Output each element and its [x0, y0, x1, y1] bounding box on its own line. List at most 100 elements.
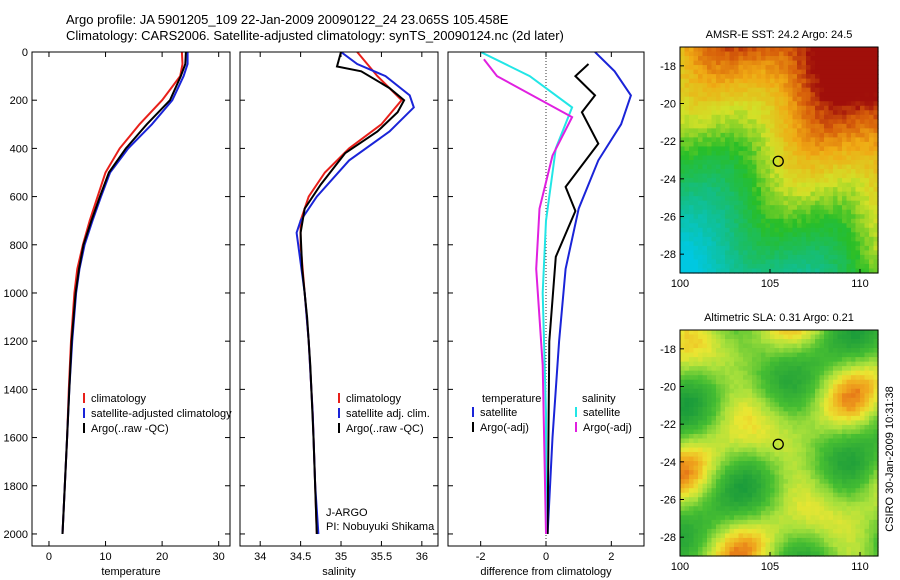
sla-map-cell: [680, 447, 686, 453]
sla-map-cell: [788, 533, 794, 539]
sst-map-cell: [689, 47, 695, 53]
sla-map-cell: [770, 470, 776, 476]
sst-map-cell: [855, 227, 861, 233]
sla-map-cell: [779, 357, 785, 363]
sst-map-cell: [828, 164, 834, 170]
sst-map-cell: [720, 141, 726, 148]
sla-map-cell: [842, 384, 848, 390]
sla-map-cell: [752, 461, 758, 467]
sst-map-cell: [770, 178, 776, 184]
sla-map-cell: [756, 542, 762, 548]
sla-map-cell: [770, 497, 776, 503]
sst-map-cell: [770, 241, 776, 247]
sla-map-cell: [869, 443, 875, 449]
sst-map-cell: [851, 155, 857, 161]
sla-map-cell: [801, 352, 807, 358]
sla-map-cell: [720, 492, 726, 498]
sst-map-cell: [855, 114, 861, 120]
sla-map-cell: [860, 352, 866, 358]
sla-map-cell: [783, 438, 789, 444]
sst-map-cell: [824, 169, 830, 175]
sst-map-cell: [846, 56, 852, 62]
sla-map-cell: [720, 424, 726, 431]
sla-map-cell: [855, 348, 861, 354]
sst-map-cell: [828, 83, 834, 89]
sla-map-cell: [734, 366, 740, 372]
sst-map-cell: [846, 223, 852, 229]
sst-map-cell: [684, 191, 690, 197]
sla-map-cell: [738, 537, 744, 544]
sla-map-cell: [792, 375, 798, 381]
sla-map-ytick-label: -22: [660, 419, 676, 431]
sst-map-cell: [720, 223, 726, 229]
sla-map-cell: [747, 334, 753, 340]
sst-map-cell: [797, 155, 803, 161]
sla-map-cell: [855, 501, 861, 507]
sla-map-cell: [792, 433, 798, 440]
sst-map-cell: [725, 56, 731, 62]
sst-map-cell: [864, 214, 870, 220]
sst-map-cell: [828, 214, 834, 220]
sst-map-cell: [788, 236, 794, 242]
sst-map-cell: [711, 196, 717, 202]
sla-map-cell: [779, 497, 785, 503]
sla-map-cell: [738, 524, 744, 530]
sst-map-cell: [846, 232, 852, 238]
sst-map-cell: [761, 119, 767, 125]
sst-map-cell: [770, 236, 776, 242]
sla-map-cell: [783, 397, 789, 403]
sla-map-cell: [806, 474, 812, 480]
sla-map-cell: [828, 519, 834, 525]
sla-map-cell: [846, 393, 852, 399]
sst-map-cell: [747, 254, 753, 261]
sla-map-cell: [720, 375, 726, 381]
sla-map-cell: [734, 334, 740, 340]
sla-map-cell: [734, 348, 740, 354]
sla-map-cell: [684, 537, 690, 544]
sla-map-cell: [815, 330, 821, 336]
sst-map-cell: [855, 236, 861, 242]
sla-map-cell: [846, 483, 852, 489]
sla-map-cell: [833, 461, 839, 467]
sst-map-cell: [792, 214, 798, 220]
sla-map-cell: [761, 384, 767, 390]
sst-map-cell: [743, 105, 749, 111]
sst-map-cell: [779, 141, 785, 148]
sla-map-cell: [851, 515, 857, 521]
sla-map-cell: [693, 415, 699, 421]
sla-map-cell: [828, 334, 834, 340]
difference-legend-temperature-argo-label: Argo(-adj): [480, 422, 529, 434]
sla-map-cell: [765, 433, 771, 440]
sla-map-ytick-label: -24: [660, 457, 676, 469]
sla-map-cell: [770, 415, 776, 421]
sst-map-cell: [860, 60, 866, 66]
sla-map-cell: [801, 546, 807, 553]
sst-map-cell: [752, 263, 758, 270]
sla-map-cell: [842, 537, 848, 544]
sst-map-cell: [860, 241, 866, 247]
sla-map-cell: [842, 343, 848, 349]
sla-map-cell: [702, 537, 708, 544]
sla-map-cell: [819, 546, 825, 553]
sst-map-cell: [702, 182, 708, 188]
sst-map-cell: [869, 214, 875, 220]
sla-map-cell: [752, 348, 758, 354]
sla-map-cell: [824, 411, 830, 417]
sla-map-cell: [689, 375, 695, 381]
sla-map-cell: [855, 397, 861, 403]
sst-map-cell: [729, 47, 735, 53]
sla-map-cell: [828, 443, 834, 449]
sla-map-cell: [860, 379, 866, 385]
sst-map-cell: [869, 205, 875, 211]
sst-map-cell: [815, 236, 821, 242]
sla-map-cell: [788, 479, 794, 485]
sst-map-cell: [833, 150, 839, 157]
sla-map-cell: [797, 357, 803, 363]
sst-map-cell: [810, 146, 816, 152]
sla-map-cell: [756, 370, 762, 376]
sst-map-cell: [860, 200, 866, 206]
sst-map-cell: [698, 209, 704, 215]
sla-map-cell: [684, 447, 690, 453]
sla-map-cell: [801, 343, 807, 349]
sst-map-cell: [819, 74, 825, 80]
